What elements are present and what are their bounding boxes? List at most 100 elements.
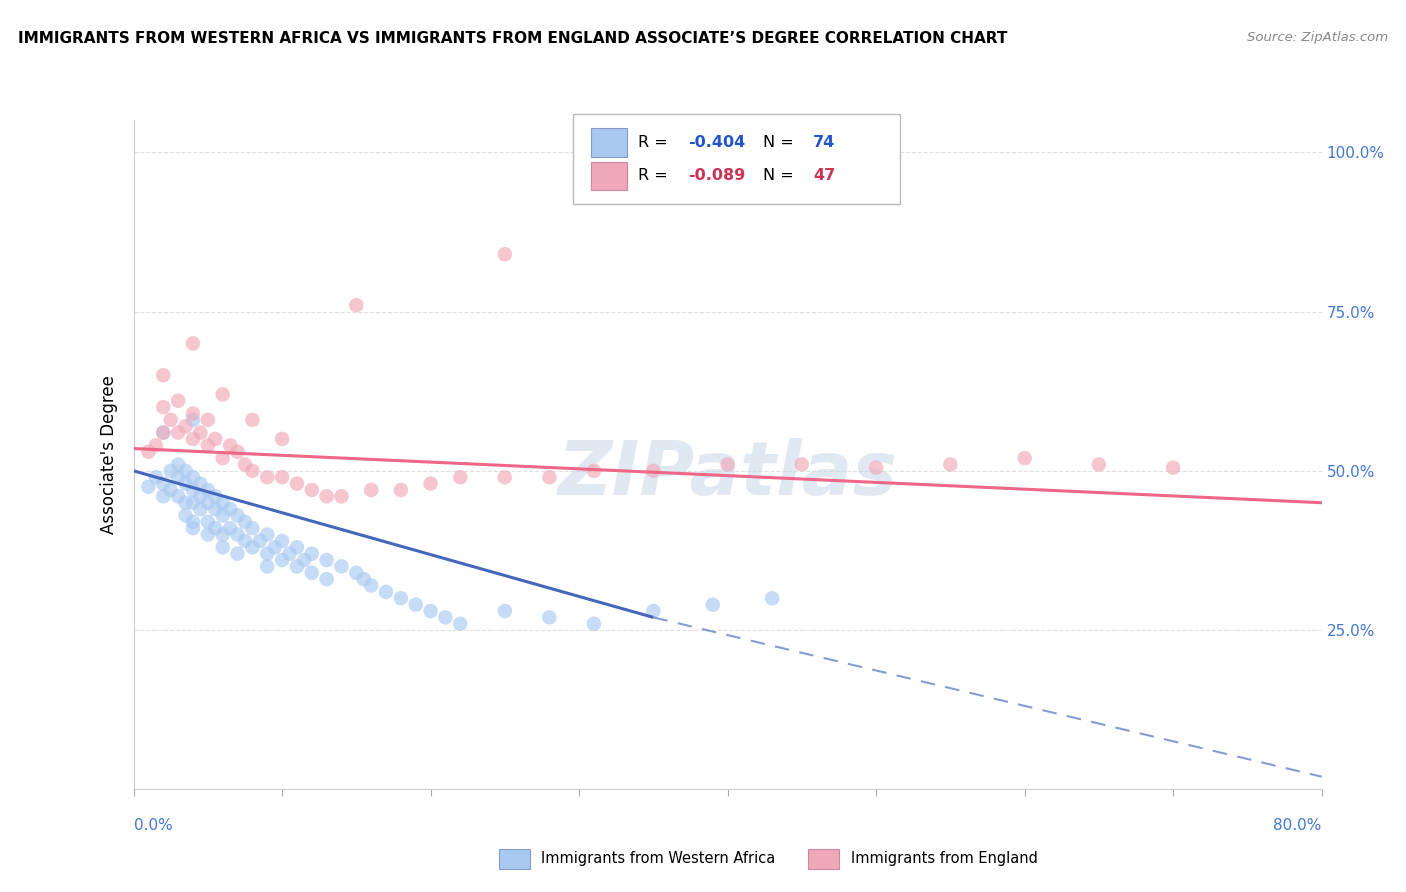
Point bbox=[204, 521, 226, 535]
Point bbox=[181, 470, 204, 484]
Point bbox=[197, 515, 219, 529]
Point bbox=[717, 458, 740, 472]
Point bbox=[197, 496, 219, 510]
Text: 80.0%: 80.0% bbox=[1274, 818, 1322, 832]
Point bbox=[256, 559, 278, 574]
Point bbox=[256, 527, 278, 541]
Point bbox=[434, 610, 457, 624]
Point bbox=[226, 547, 249, 561]
Point bbox=[152, 489, 174, 503]
Point bbox=[330, 489, 353, 503]
Point bbox=[152, 476, 174, 491]
FancyBboxPatch shape bbox=[591, 128, 627, 157]
Text: Immigrants from Western Africa: Immigrants from Western Africa bbox=[541, 851, 776, 865]
Point bbox=[242, 413, 264, 427]
Point bbox=[405, 598, 427, 612]
Point bbox=[174, 496, 197, 510]
Point bbox=[315, 489, 337, 503]
Point bbox=[643, 464, 665, 478]
Point bbox=[226, 444, 249, 458]
Point bbox=[152, 425, 174, 440]
Point bbox=[256, 470, 278, 484]
Text: 47: 47 bbox=[813, 169, 835, 184]
Point bbox=[138, 444, 160, 458]
Point bbox=[181, 413, 204, 427]
Text: -0.089: -0.089 bbox=[689, 169, 745, 184]
Point bbox=[211, 451, 233, 466]
Point bbox=[419, 604, 441, 618]
Point bbox=[285, 476, 308, 491]
Point bbox=[233, 458, 256, 472]
Point bbox=[353, 572, 375, 586]
Point bbox=[315, 553, 337, 567]
Point bbox=[181, 521, 204, 535]
Point bbox=[538, 470, 561, 484]
Point bbox=[211, 527, 233, 541]
Point bbox=[219, 438, 242, 452]
Point bbox=[190, 502, 212, 516]
Point bbox=[167, 470, 190, 484]
Point bbox=[263, 541, 285, 555]
Point bbox=[197, 438, 219, 452]
Point bbox=[159, 464, 181, 478]
Point bbox=[494, 247, 516, 261]
Point bbox=[344, 566, 367, 580]
Point bbox=[219, 521, 242, 535]
Point bbox=[167, 458, 190, 472]
Point bbox=[159, 483, 181, 497]
Point bbox=[181, 515, 204, 529]
Point bbox=[330, 559, 353, 574]
Point bbox=[174, 476, 197, 491]
FancyBboxPatch shape bbox=[591, 162, 627, 190]
Point bbox=[174, 464, 197, 478]
Text: -0.404: -0.404 bbox=[689, 135, 745, 150]
Point bbox=[204, 502, 226, 516]
Text: 0.0%: 0.0% bbox=[134, 818, 173, 832]
Point bbox=[197, 413, 219, 427]
Point bbox=[181, 496, 204, 510]
Point bbox=[197, 527, 219, 541]
Point bbox=[301, 483, 323, 497]
Point bbox=[278, 547, 301, 561]
Point bbox=[242, 541, 264, 555]
Point bbox=[939, 458, 962, 472]
Point bbox=[159, 413, 181, 427]
Point bbox=[285, 559, 308, 574]
Point bbox=[865, 460, 887, 475]
Point bbox=[1014, 451, 1036, 466]
Text: ZIPatlas: ZIPatlas bbox=[558, 439, 897, 511]
Point bbox=[233, 515, 256, 529]
Point bbox=[1161, 460, 1184, 475]
Point bbox=[301, 566, 323, 580]
Point bbox=[301, 547, 323, 561]
Point bbox=[167, 489, 190, 503]
Point bbox=[190, 489, 212, 503]
FancyBboxPatch shape bbox=[808, 849, 839, 869]
Point bbox=[219, 502, 242, 516]
Point bbox=[204, 489, 226, 503]
Point bbox=[375, 585, 398, 599]
Y-axis label: Associate's Degree: Associate's Degree bbox=[100, 376, 118, 534]
Point bbox=[211, 541, 233, 555]
Point bbox=[174, 508, 197, 523]
Text: N =: N = bbox=[763, 169, 799, 184]
Point bbox=[790, 458, 813, 472]
Point bbox=[761, 591, 783, 606]
Point bbox=[271, 553, 294, 567]
Point bbox=[204, 432, 226, 446]
Point bbox=[181, 432, 204, 446]
Text: Immigrants from England: Immigrants from England bbox=[851, 851, 1038, 865]
Point bbox=[181, 407, 204, 421]
Point bbox=[360, 483, 382, 497]
Point bbox=[138, 480, 160, 494]
Point bbox=[197, 483, 219, 497]
Point bbox=[190, 476, 212, 491]
Point bbox=[315, 572, 337, 586]
Point bbox=[538, 610, 561, 624]
Point bbox=[643, 604, 665, 618]
Point bbox=[233, 533, 256, 548]
Text: N =: N = bbox=[763, 135, 799, 150]
Text: 74: 74 bbox=[813, 135, 835, 150]
Point bbox=[419, 476, 441, 491]
Point bbox=[292, 553, 315, 567]
